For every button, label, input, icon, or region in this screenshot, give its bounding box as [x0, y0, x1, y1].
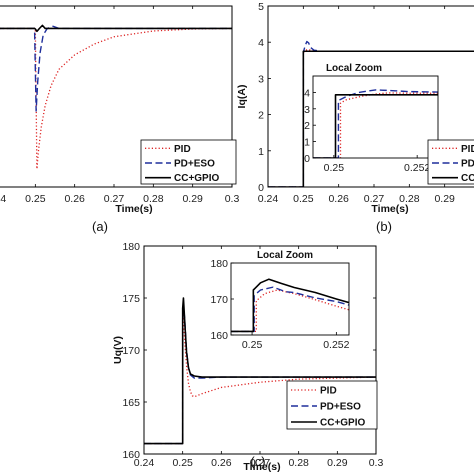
inset-y-tick-label: 3 [304, 104, 310, 116]
x-axis-label: Time(s) [115, 203, 152, 215]
x-tick-label: 0.26 [64, 193, 85, 205]
x-tick-label: 0.27 [250, 457, 271, 469]
y-tick-label: 165 [122, 397, 140, 409]
x-tick-label: 0.3 [225, 193, 240, 205]
inset-y-tick-label: 2 [304, 120, 310, 132]
legend-label: PID [461, 144, 474, 155]
inset-b-series-pd-eso [313, 89, 438, 158]
chart-c-series-cc-gpio [144, 297, 376, 445]
chart-b-series-pd-eso [268, 40, 474, 187]
inset-b-series-pid [313, 92, 438, 158]
chart-a: 0.24 0.25 0.26 0.27 0.28 0.29 0.3 Time(s) PID PD+… [0, 5, 240, 215]
x-tick-label: 0.27 [104, 193, 125, 205]
inset-x-tick-label: 0.25 [242, 339, 263, 351]
x-axis-label: Time(s) [243, 461, 280, 473]
caption-b: (b) [376, 219, 392, 234]
x-tick-label: 0.28 [288, 457, 309, 469]
chart-a-series-pd-eso [0, 25, 232, 112]
inset-y-tick-label: 160 [210, 330, 228, 342]
y-tick-label: 2 [258, 110, 264, 122]
legend-label: CC [461, 173, 474, 184]
chart-c: 0.24 0.25 0.26 0.27 0.28 0.29 0.3 160 165 170 175 1… [112, 241, 383, 473]
inset-b-series-cc-gpio [313, 94, 438, 158]
legend-label: PD+ESO [320, 402, 361, 413]
inset-y-tick-label: 170 [210, 294, 228, 306]
legend-label: PD+ESO [174, 159, 215, 170]
chart-a-series-cc-gpio [0, 24, 232, 33]
y-tick-label: 0 [258, 182, 264, 194]
chart-b-legend: PID PD+ CC [427, 139, 474, 185]
x-tick-label: 0.28 [143, 193, 164, 205]
y-tick-label: 160 [122, 449, 140, 461]
inset-x-tick-label: 0.25 [324, 162, 345, 174]
caption-c: (c) [250, 454, 265, 469]
chart-b: 0.24 0.25 0.26 0.27 0.28 0.29 0 1 2 3 4 5 Time(s) Iq(… [236, 1, 474, 215]
legend-label: CC+GPIO [174, 173, 220, 184]
y-tick-label: 175 [122, 293, 140, 305]
y-tick-label: 5 [258, 1, 264, 13]
x-tick-label: 0.29 [434, 193, 455, 205]
inset-frame [312, 75, 439, 159]
inset-x-tick-label: 0.252 [323, 339, 349, 351]
chart-b-series-cc-gpio [268, 50, 474, 187]
legend-box [286, 380, 378, 430]
x-tick-label: 0.29 [182, 193, 203, 205]
caption-a: (a) [92, 219, 108, 234]
legend-label: PID [174, 144, 191, 155]
inset-background [231, 263, 349, 335]
y-axis-label: Uq(V) [112, 336, 124, 364]
inset-title: Local Zoom [257, 250, 313, 261]
x-tick-label: 0.24 [0, 193, 6, 205]
chart-b-inset: 0.25 0.252 0 1 2 3 4 Local Zoom [304, 63, 439, 174]
chart-a-legend: PID PD+ESO CC+GPIO [140, 139, 237, 185]
inset-y-tick-label: 1 [304, 137, 310, 149]
y-tick-label: 170 [122, 345, 140, 357]
x-tick-label: 0.3 [369, 457, 384, 469]
inset-c-series-cc-gpio [231, 278, 349, 333]
x-tick-label: 0.25 [25, 193, 46, 205]
legend-label: PID [320, 386, 337, 397]
x-tick-label: 0.25 [293, 193, 314, 205]
x-tick-label: 0.24 [258, 193, 279, 205]
x-axis-label: Time(s) [371, 203, 408, 215]
y-tick-label: 180 [122, 241, 140, 253]
inset-y-tick-label: 0 [304, 153, 310, 165]
inset-y-tick-label: 4 [304, 87, 310, 99]
y-axis-label: Iq(A) [236, 85, 248, 109]
chart-a-series-pid [0, 27, 232, 170]
inset-title: Local Zoom [326, 63, 382, 74]
y-tick-label: 1 [258, 146, 264, 158]
x-tick-label: 0.26 [328, 193, 349, 205]
x-tick-label: 0.28 [399, 193, 420, 205]
x-tick-label: 0.25 [172, 457, 193, 469]
x-tick-label: 0.29 [327, 457, 348, 469]
inset-x-tick-label: 0.252 [404, 162, 430, 174]
inset-background [313, 76, 438, 158]
y-tick-label: 3 [258, 73, 264, 85]
x-tick-label: 0.27 [364, 193, 385, 205]
legend-label: CC+GPIO [320, 418, 366, 429]
x-tick-label: 0.24 [134, 457, 155, 469]
legend-box [427, 139, 474, 185]
x-tick-label: 0.26 [211, 457, 232, 469]
inset-y-tick-label: 180 [210, 258, 228, 270]
y-tick-label: 4 [258, 37, 264, 49]
chart-c-legend: PID PD+ESO CC+GPIO [286, 380, 378, 430]
chart-c-inset: 0.25 0.252 160 170 180 Local Zoom [210, 250, 349, 351]
legend-box [140, 139, 237, 185]
inset-c-series-pd-eso [231, 286, 349, 333]
legend-label: PD+ [461, 159, 474, 170]
